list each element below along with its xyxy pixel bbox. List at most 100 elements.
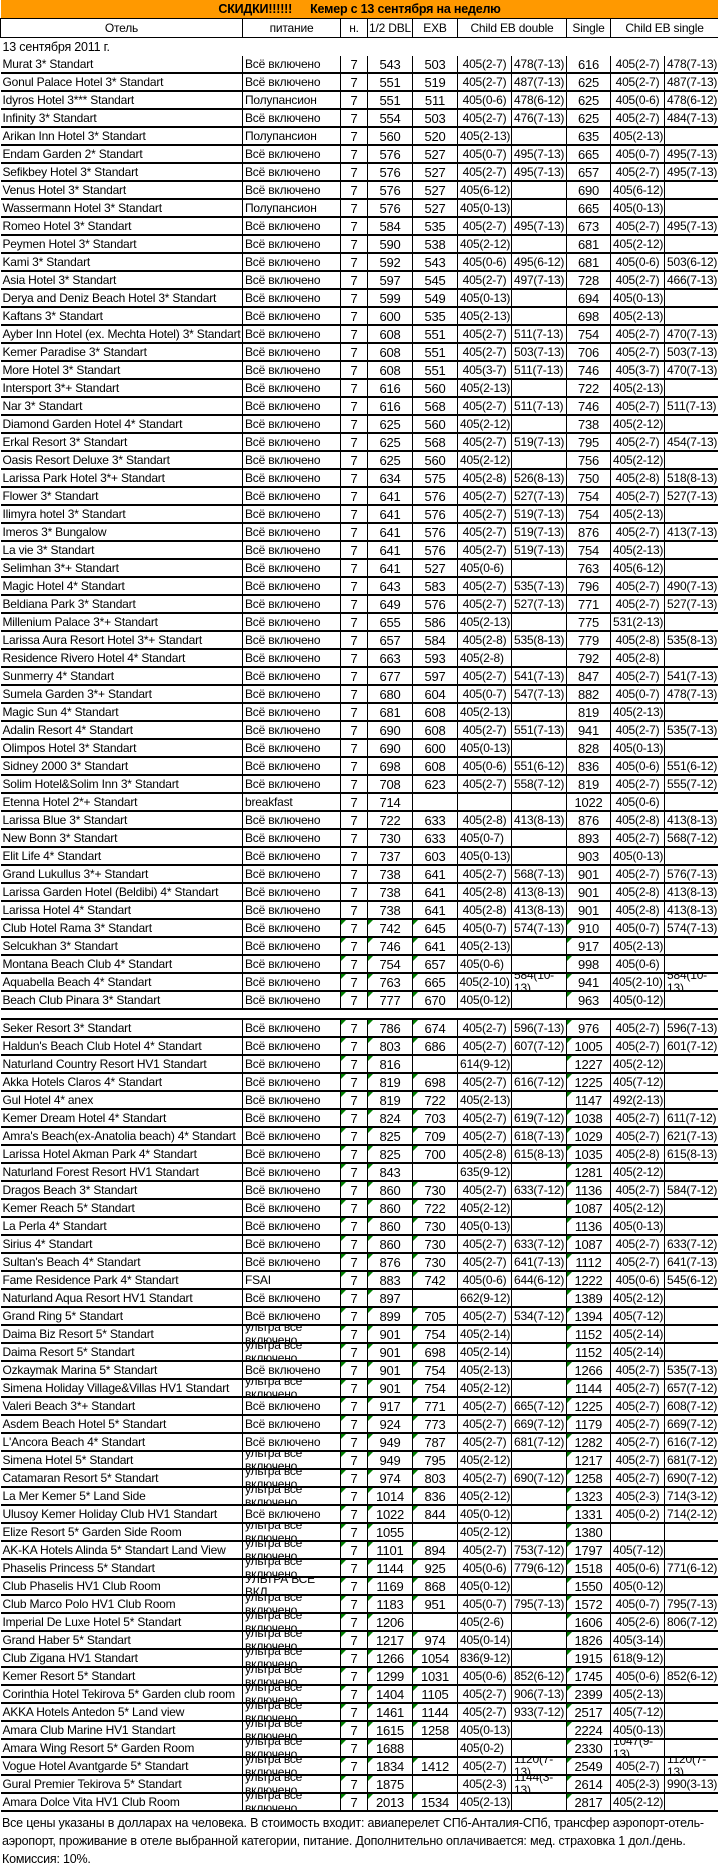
single-price: 1389 bbox=[574, 1290, 603, 1306]
child-eb-single-2 bbox=[666, 1686, 718, 1701]
table-row: Ulusoy Kemer Holiday Club HV1 Standart Вс… bbox=[0, 1505, 718, 1524]
nights: 7 bbox=[350, 398, 358, 414]
half-dbl-price: 1299 bbox=[375, 1668, 405, 1684]
nights-cell: 7 bbox=[340, 271, 368, 290]
hotel-name-cell: Oasis Resort Deluxe 3* Standart bbox=[0, 451, 243, 470]
table-row: Selimhan 3*+ Standart Всё включено 7 641 527… bbox=[0, 559, 718, 578]
meal: ультра все включено bbox=[245, 1470, 303, 1486]
exb-price-cell: 584 bbox=[412, 631, 458, 650]
child-eb-single-2-cell bbox=[663, 1307, 718, 1326]
child-eb-double-2: 519(7-13) bbox=[514, 506, 565, 521]
child-eb-single-1-cell: 1047(9-13) bbox=[610, 1739, 665, 1758]
exb-price-cell: 771 bbox=[412, 1397, 458, 1416]
hotel-name: Naturland Country Resort HV1 Standart bbox=[2, 1056, 207, 1071]
single-price: 792 bbox=[577, 650, 600, 666]
child-eb-double-1: 405(2-7) bbox=[462, 722, 507, 737]
exb-price-cell: 527 bbox=[412, 163, 458, 182]
child-eb-double-2 bbox=[513, 740, 566, 755]
single-price: 1022 bbox=[574, 794, 603, 810]
single-price-cell: 941 bbox=[566, 721, 611, 740]
meal: ультра все включено bbox=[245, 1668, 303, 1684]
child-eb-double-1-cell: 405(2-7) bbox=[457, 1703, 512, 1722]
child-eb-double-2: 476(7-13) bbox=[514, 110, 565, 125]
exb-price-cell: 773 bbox=[412, 1415, 458, 1434]
half-dbl-price-cell: 1014 bbox=[367, 1487, 413, 1506]
half-dbl-price-cell: 641 bbox=[367, 523, 413, 542]
child-eb-single-2 bbox=[666, 1542, 718, 1557]
child-eb-double-2: 519(7-13) bbox=[514, 524, 565, 539]
half-dbl-price-cell: 584 bbox=[367, 217, 413, 236]
hotel-name-cell: Solim Hotel&Solim Inn 3* Standart bbox=[0, 775, 243, 794]
child-eb-double-1-cell: 405(0-6) bbox=[457, 91, 512, 110]
half-dbl-price: 1461 bbox=[375, 1704, 405, 1720]
child-eb-single-1-cell: 405(0-6) bbox=[610, 757, 665, 776]
meal-cell: Всё включено bbox=[242, 1289, 341, 1308]
nights-cell: 7 bbox=[340, 1055, 368, 1074]
hotel-name-cell: Fame Residence Park 4* Standart bbox=[0, 1271, 243, 1290]
child-eb-single-2: 621(7-13) bbox=[667, 1128, 718, 1143]
hotel-name: Selimhan 3*+ Standart bbox=[2, 560, 119, 575]
meal-cell: Всё включено bbox=[242, 1037, 341, 1056]
table-row: Magic Hotel 4* Standart Всё включено 7 643 5… bbox=[0, 577, 718, 596]
meal-cell: Всё включено bbox=[242, 451, 341, 470]
child-eb-single-2: 852(6-12) bbox=[667, 1668, 718, 1683]
child-eb-double-2: 534(7-12) bbox=[514, 1308, 565, 1323]
child-eb-single-2-cell: 806(7-12) bbox=[663, 1613, 718, 1632]
exb-price-cell: 576 bbox=[412, 505, 458, 524]
child-eb-single-2: 527(7-13) bbox=[667, 488, 718, 503]
half-dbl-price: 576 bbox=[379, 146, 401, 162]
hotel-name-cell: Nar 3* Standart bbox=[0, 397, 243, 416]
nights: 7 bbox=[350, 992, 358, 1008]
meal: Всё включено bbox=[245, 902, 321, 917]
child-eb-double-2: 541(7-13) bbox=[514, 668, 565, 683]
table-row: Ayber Inn Hotel (ex. Mechta Hotel) 3* St… bbox=[0, 325, 718, 344]
child-eb-double-1-cell: 405(2-6) bbox=[457, 1613, 512, 1632]
hotel-name-cell: Arikan Inn Hotel 3* Standart bbox=[0, 127, 243, 146]
child-eb-double-1: 405(2-13) bbox=[460, 614, 511, 629]
exb-price-cell: 1031 bbox=[412, 1667, 458, 1686]
hotel-name: Wassermann Hotel 3* Standart bbox=[2, 200, 163, 215]
child-eb-double-1: 405(2-8) bbox=[460, 650, 504, 665]
nights: 7 bbox=[350, 1416, 358, 1432]
table-row: Daima Resort 5* Standart ультра все включ… bbox=[0, 1343, 718, 1362]
child-eb-single-2-cell bbox=[663, 991, 718, 1010]
exb-price-cell: 645 bbox=[412, 919, 458, 938]
child-eb-single-2-cell: 621(7-13) bbox=[663, 1127, 718, 1146]
single-price-cell: 746 bbox=[566, 361, 611, 380]
half-dbl-price-cell: 1055 bbox=[367, 1523, 413, 1542]
child-eb-single-1-cell: 405(0-12) bbox=[610, 991, 665, 1010]
child-eb-single-1-cell: 405(2-7) bbox=[610, 1433, 665, 1452]
child-eb-single-2: 795(7-13) bbox=[667, 1596, 718, 1611]
single-price-cell: 1389 bbox=[566, 1289, 611, 1308]
meal: Всё включено bbox=[245, 1182, 321, 1197]
col-header-child-eb-double: Child EB double bbox=[470, 20, 554, 35]
hotel-name-cell: Asdem Beach Hotel 5* Standart bbox=[0, 1415, 243, 1434]
child-eb-single-2 bbox=[666, 452, 718, 467]
child-eb-double-1: 405(0-12) bbox=[460, 992, 511, 1007]
child-eb-double-1: 405(2-7) bbox=[462, 1020, 507, 1035]
table-row: Montana Beach Club 4* Standart Всё включе… bbox=[0, 955, 718, 974]
child-eb-single-2 bbox=[666, 956, 718, 971]
child-eb-single-1-cell: 405(2-7) bbox=[610, 343, 665, 362]
child-eb-single-1-cell: 405(2-7) bbox=[610, 829, 665, 848]
child-eb-single-1-cell: 405(0-6) bbox=[610, 253, 665, 272]
child-eb-double-1-cell: 405(0-7) bbox=[457, 145, 512, 164]
child-eb-single-1: 405(2-7) bbox=[615, 1758, 660, 1773]
child-eb-single-2: 503(6-12) bbox=[667, 254, 718, 269]
hotel-name: Simena Hotel 5* Standart bbox=[2, 1452, 134, 1467]
table-row: Asdem Beach Hotel 5* Standart Всё включен… bbox=[0, 1415, 718, 1434]
nights: 7 bbox=[350, 1146, 358, 1162]
single-price-cell: 901 bbox=[566, 865, 611, 884]
half-dbl-price-cell: 625 bbox=[367, 415, 413, 434]
nights: 7 bbox=[350, 632, 358, 648]
child-eb-double-2-cell: 551(7-13) bbox=[511, 721, 567, 740]
spacer-row bbox=[0, 1009, 718, 1020]
single-price: 625 bbox=[577, 74, 600, 90]
nights-cell: 7 bbox=[340, 631, 368, 650]
half-dbl-price-cell: 625 bbox=[367, 451, 413, 470]
exb-price-cell: 730 bbox=[412, 1217, 458, 1236]
child-eb-double-1: 405(0-6) bbox=[460, 560, 504, 575]
single-price: 1915 bbox=[574, 1650, 603, 1666]
single-price: 681 bbox=[577, 236, 600, 252]
half-dbl-price-cell: 897 bbox=[367, 1289, 413, 1308]
